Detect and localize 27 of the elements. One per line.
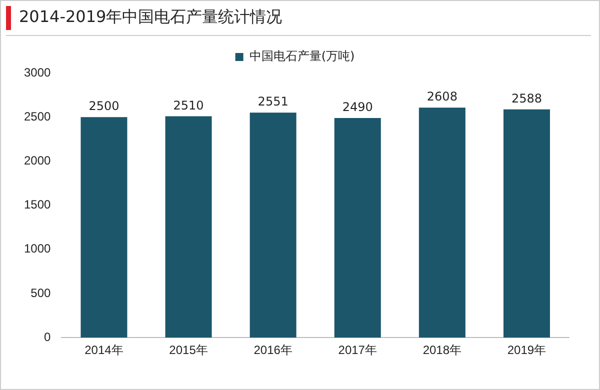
y-tick-label: 3000 (24, 65, 52, 80)
y-tick-label: 0 (44, 330, 52, 344)
y-tick-label: 500 (30, 286, 52, 300)
data-label: 2588 (511, 91, 542, 106)
x-tick-label: 2016年 (254, 343, 292, 358)
x-tick-label: 2015年 (169, 343, 208, 358)
y-tick-label: 2500 (24, 109, 52, 124)
legend-label: 中国电石产量(万吨) (249, 49, 355, 64)
y-tick-label: 1500 (24, 198, 52, 212)
data-label: 2551 (258, 94, 288, 109)
x-tick-label: 2014年 (84, 343, 124, 358)
x-tick-label: 2018年 (422, 343, 462, 358)
bar (334, 118, 381, 338)
bar (165, 116, 212, 338)
chart-title: 2014-2019年中国电石产量统计情况 (18, 7, 282, 28)
data-label: 2510 (173, 98, 204, 112)
y-tick-label: 2000 (24, 154, 52, 168)
bar (250, 112, 296, 338)
bar (418, 108, 466, 338)
data-label: 2490 (342, 100, 373, 114)
y-tick-label: 1000 (24, 242, 52, 256)
bar (503, 109, 550, 338)
bar (80, 117, 128, 338)
x-tick-label: 2019年 (507, 343, 546, 358)
x-tick-label: 2017年 (338, 343, 377, 358)
data-label: 2500 (88, 99, 120, 114)
data-label: 2608 (426, 90, 458, 104)
